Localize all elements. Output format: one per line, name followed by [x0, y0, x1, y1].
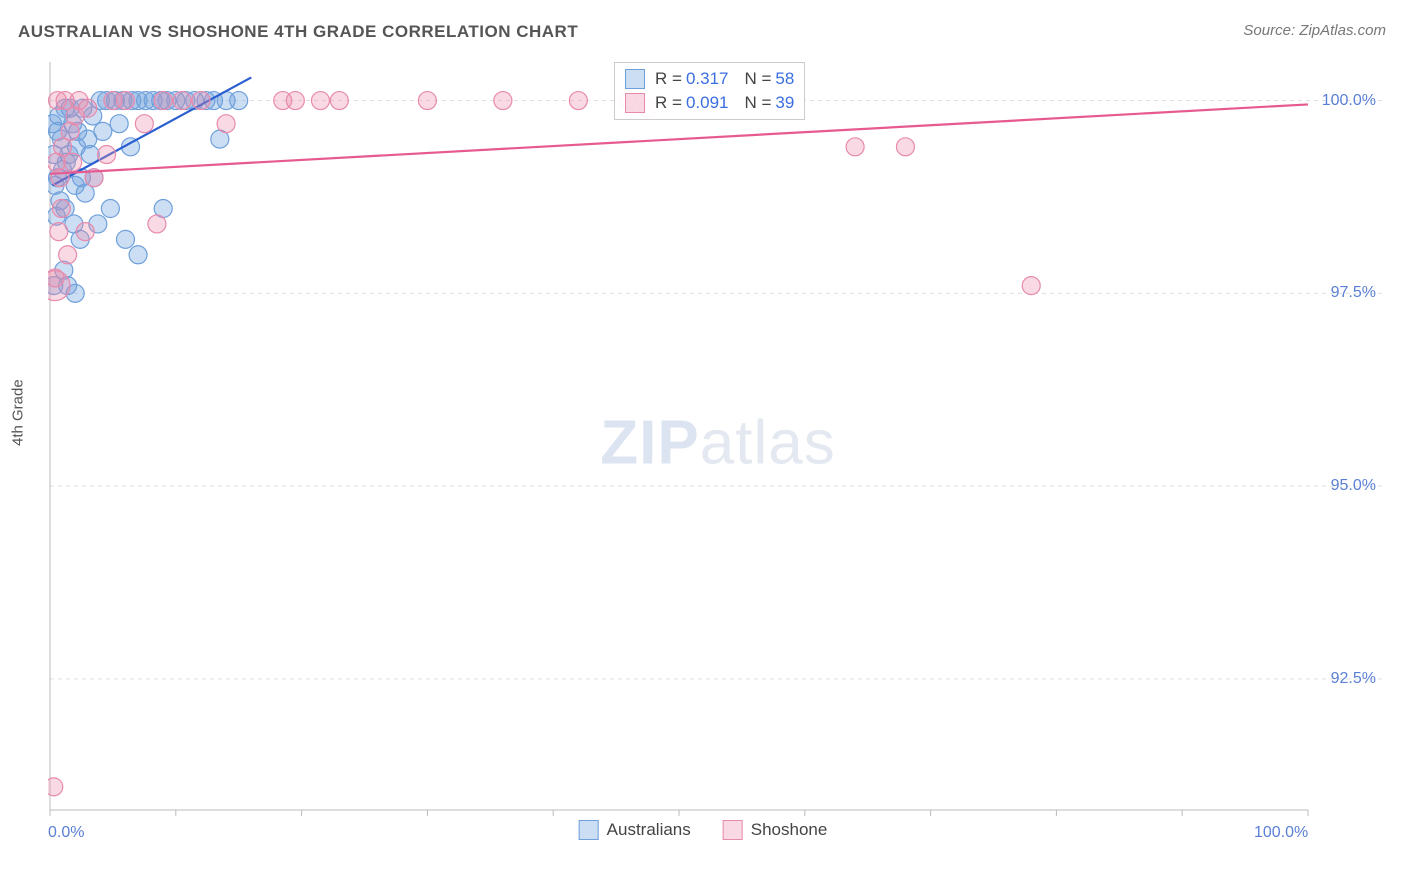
stats-box: R =0.317N =58 R =0.091N =39 [614, 62, 805, 120]
legend-item: Australians [579, 820, 691, 840]
plot-area: ZIPatlas R =0.317N =58R =0.091N =39 92.5… [48, 58, 1388, 828]
x-tick-label: 100.0% [1254, 824, 1308, 842]
chart-svg [48, 58, 1388, 828]
data-point [286, 92, 304, 110]
source-prefix: Source: [1243, 22, 1299, 39]
source-label: Source: ZipAtlas.com [1243, 22, 1386, 39]
y-tick-label: 97.5% [1331, 284, 1376, 302]
series-swatch [625, 93, 645, 113]
bottom-legend: Australians Shoshone [579, 820, 828, 840]
chart-title: AUSTRALIAN VS SHOSHONE 4TH GRADE CORRELA… [18, 22, 578, 42]
data-point [896, 138, 914, 156]
y-tick-label: 95.0% [1331, 477, 1376, 495]
legend-label: Shoshone [751, 820, 828, 840]
data-point [101, 200, 119, 218]
data-point [311, 92, 329, 110]
data-point [52, 200, 70, 218]
series-shoshone [48, 92, 1308, 796]
data-point [192, 92, 210, 110]
data-point [51, 169, 69, 187]
data-point [79, 99, 97, 117]
data-point [110, 115, 128, 133]
stats-row: R =0.091N =39 [625, 91, 794, 115]
data-point [1022, 277, 1040, 295]
data-point [64, 153, 82, 171]
source-value: ZipAtlas.com [1299, 22, 1386, 39]
series-swatch [625, 69, 645, 89]
legend-swatch [579, 820, 599, 840]
data-point [148, 215, 166, 233]
y-tick-label: 92.5% [1331, 670, 1376, 688]
data-point [129, 246, 147, 264]
legend-item: Shoshone [723, 820, 828, 840]
stats-row: R =0.317N =58 [625, 67, 794, 91]
data-point [217, 115, 235, 133]
data-point [59, 246, 77, 264]
y-tick-label: 100.0% [1322, 92, 1376, 110]
data-point [230, 92, 248, 110]
data-point [154, 92, 172, 110]
data-point [569, 92, 587, 110]
data-point [846, 138, 864, 156]
data-point [48, 778, 63, 796]
legend-swatch [723, 820, 743, 840]
data-point [50, 223, 68, 241]
stats-text: R =0.317N =58 [655, 69, 794, 89]
data-point [330, 92, 348, 110]
x-tick-label: 0.0% [48, 824, 84, 842]
data-point [98, 146, 116, 164]
y-axis-label: 4th Grade [10, 379, 27, 446]
data-point [418, 92, 436, 110]
data-point [56, 92, 74, 110]
data-point [48, 115, 62, 133]
data-point [116, 92, 134, 110]
data-point [135, 115, 153, 133]
data-point [116, 230, 134, 248]
data-point [94, 122, 112, 140]
legend-label: Australians [607, 820, 691, 840]
data-point [494, 92, 512, 110]
data-point [173, 92, 191, 110]
stats-text: R =0.091N =39 [655, 93, 794, 113]
data-point [76, 223, 94, 241]
